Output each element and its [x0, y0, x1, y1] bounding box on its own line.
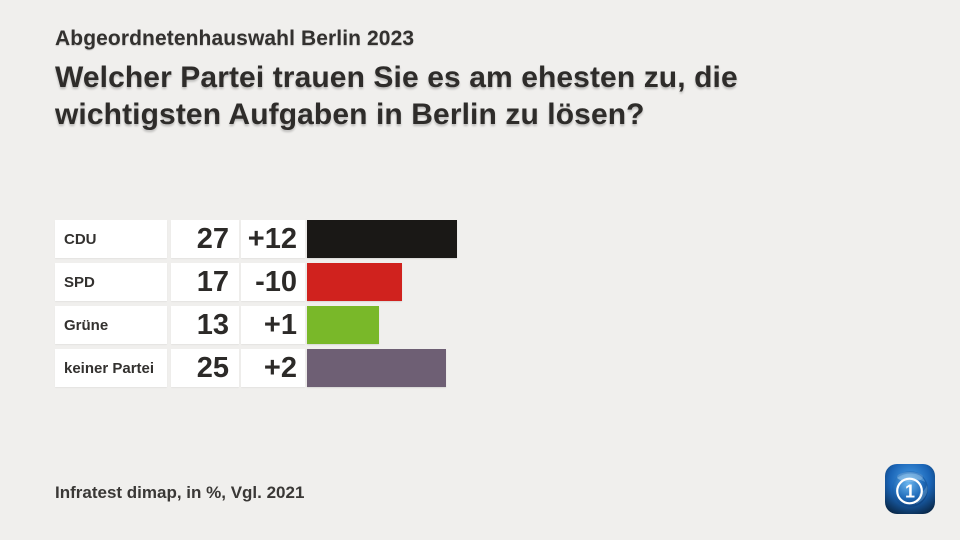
- party-value: 13: [171, 306, 239, 344]
- title-line-1: Welcher Partei trauen Sie es am ehesten …: [55, 61, 738, 94]
- party-bar: [307, 306, 379, 344]
- table-row: keiner Partei 25 +2: [55, 349, 915, 387]
- table-row: CDU 27 +12: [55, 220, 915, 258]
- party-value: 27: [171, 220, 239, 258]
- table-row: Grüne 13 +1: [55, 306, 915, 344]
- title-line-2: wichtigsten Aufgaben in Berlin zu lösen?: [55, 98, 645, 131]
- party-value: 17: [171, 263, 239, 301]
- party-change: +12: [241, 220, 305, 258]
- source-note: Infratest dimap, in %, Vgl. 2021: [55, 483, 305, 502]
- ard-tagesschau-logo: 1: [885, 464, 935, 514]
- party-change: +1: [241, 306, 305, 344]
- svg-text:1: 1: [905, 482, 915, 502]
- party-label: keiner Partei: [55, 349, 167, 387]
- results-table: CDU 27 +12 SPD 17 -10 Grüne 13 +1 keiner…: [55, 220, 915, 387]
- party-value: 25: [171, 349, 239, 387]
- party-bar: [307, 263, 402, 301]
- party-change: -10: [241, 263, 305, 301]
- page-title: Welcher Partei trauen Sie es am ehesten …: [55, 59, 738, 133]
- globe-one-icon: 1: [885, 464, 935, 514]
- party-label: Grüne: [55, 306, 167, 344]
- party-change: +2: [241, 349, 305, 387]
- party-label: CDU: [55, 220, 167, 258]
- party-bar: [307, 220, 457, 258]
- kicker: Abgeordnetenhauswahl Berlin 2023: [55, 27, 415, 50]
- table-row: SPD 17 -10: [55, 263, 915, 301]
- party-bar: [307, 349, 446, 387]
- party-label: SPD: [55, 263, 167, 301]
